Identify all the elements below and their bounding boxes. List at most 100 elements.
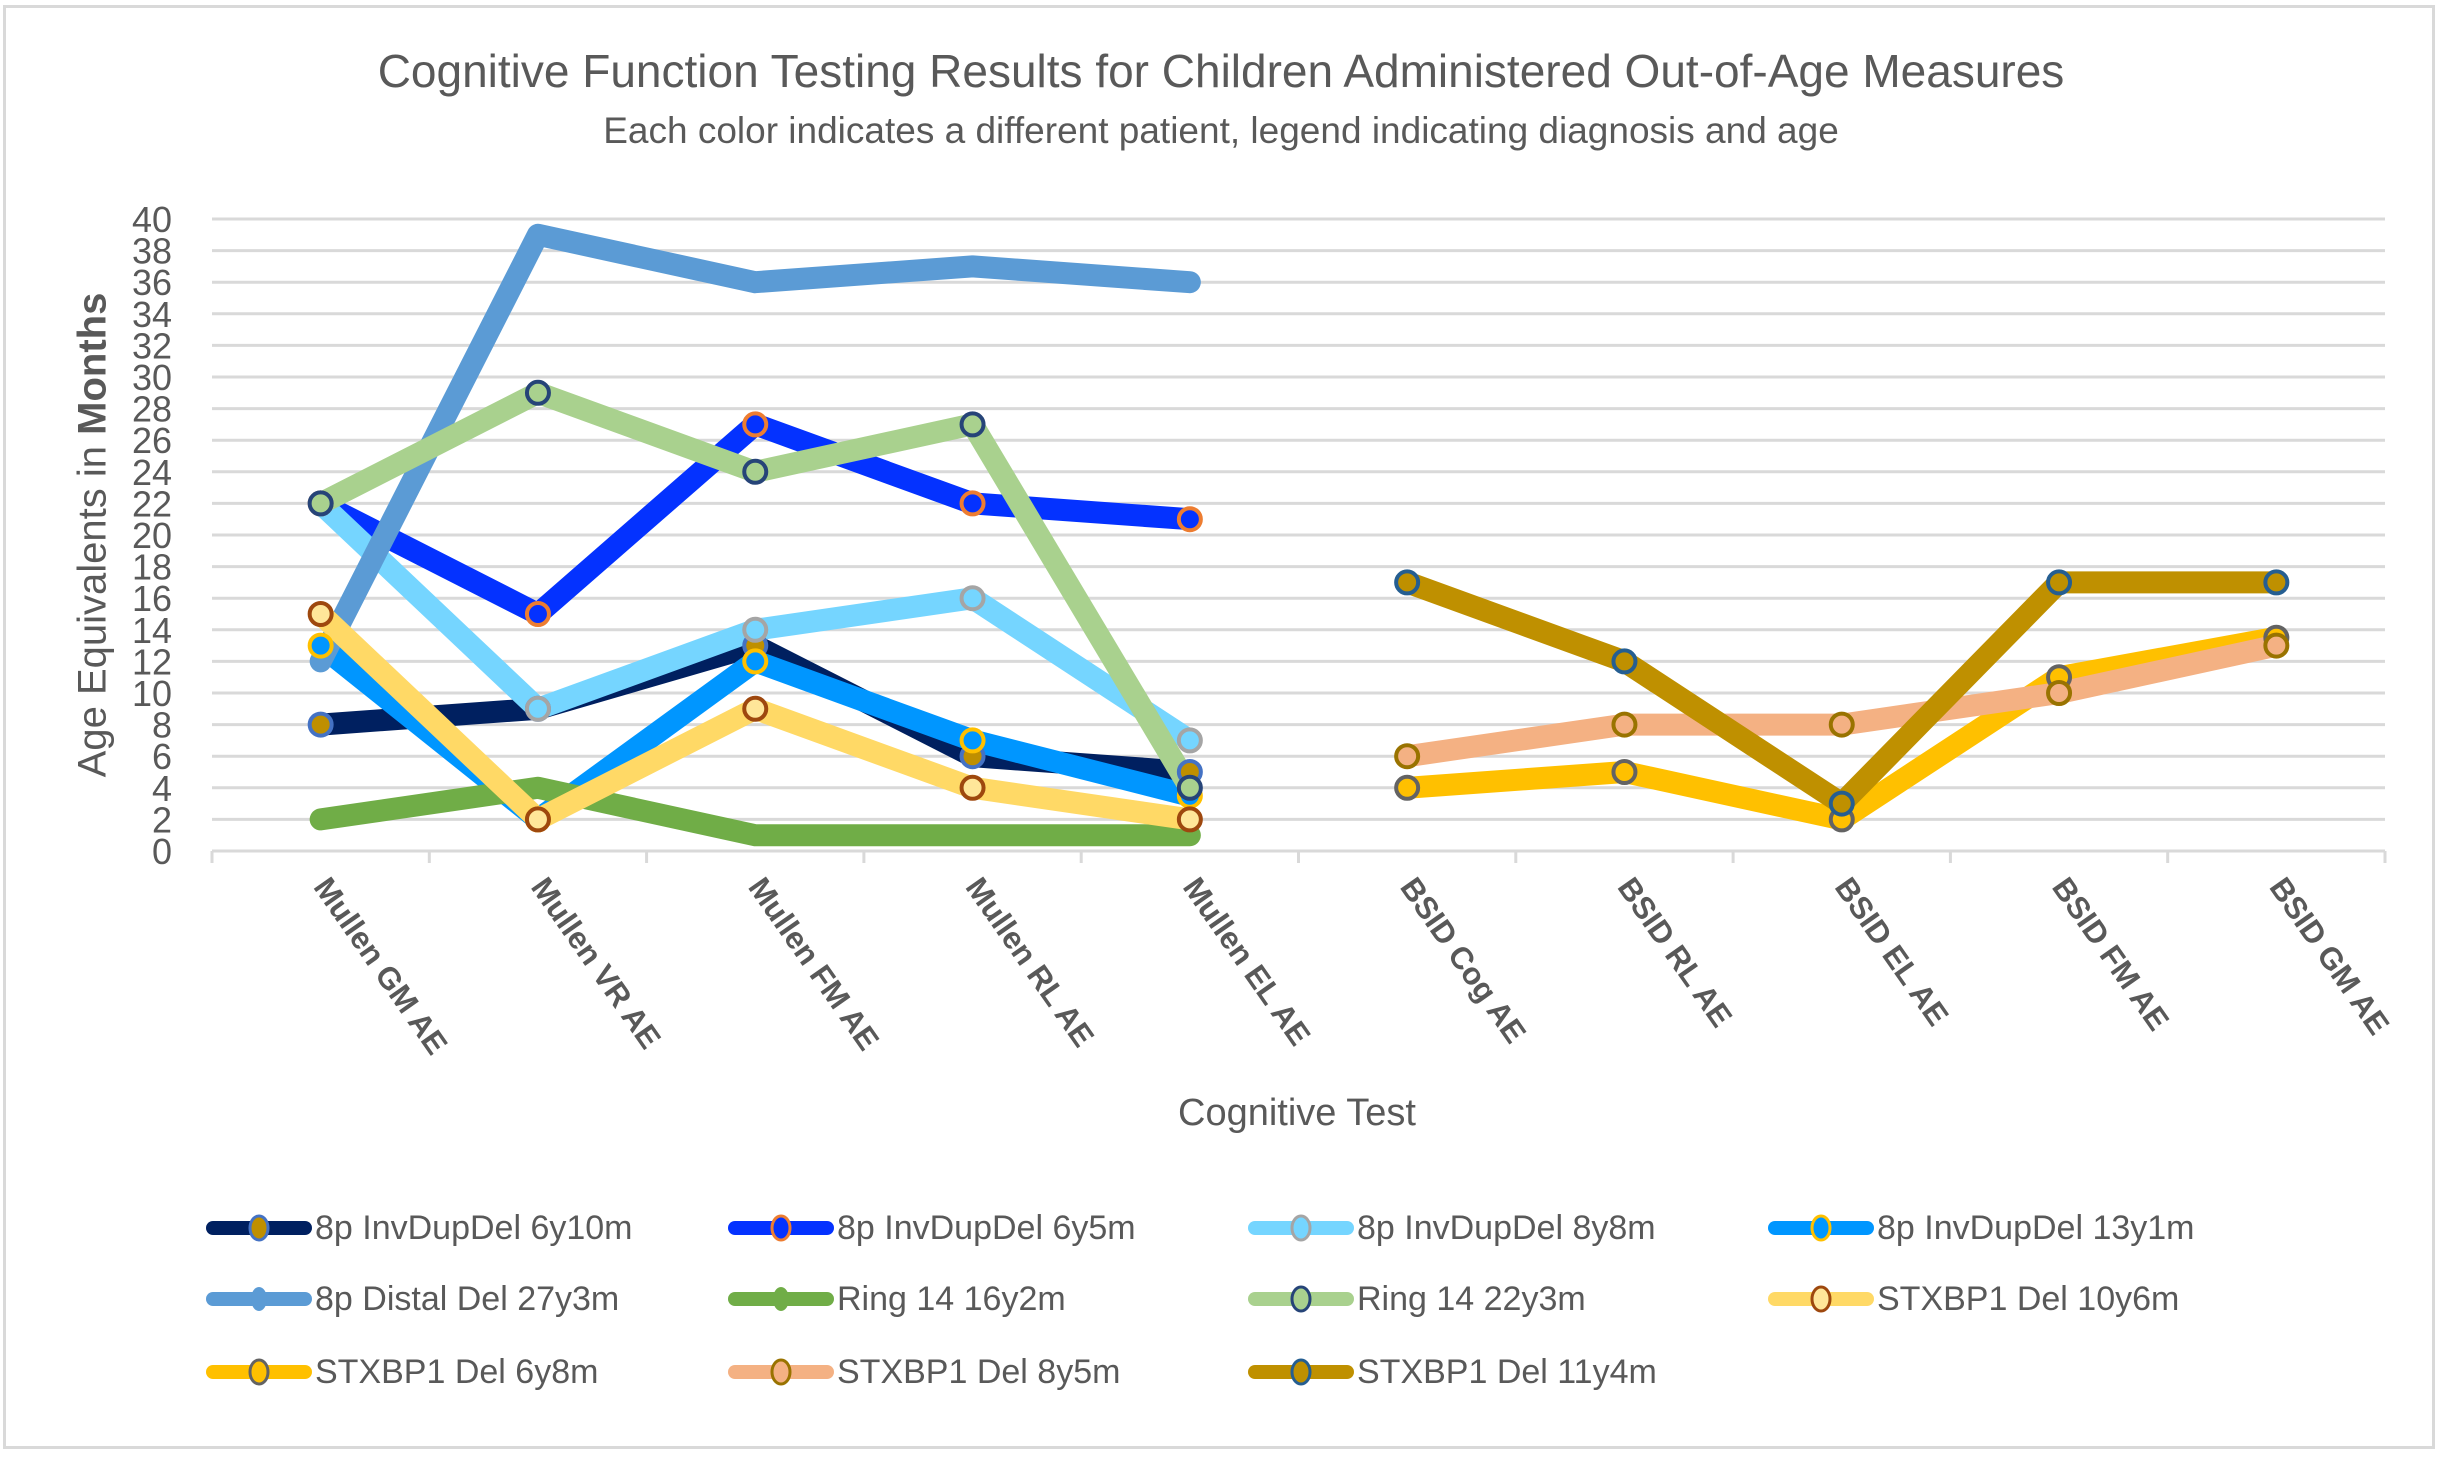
legend-item: 8p InvDupDel 6y10m <box>205 1208 633 1248</box>
legend-swatch <box>1768 1285 1874 1313</box>
y-tick-label: 10 <box>132 673 172 714</box>
x-tick-label: Mullen RL AE <box>959 871 1101 1053</box>
legend-swatch <box>728 1287 834 1311</box>
series-markers <box>307 379 2290 833</box>
legend-item: STXBP1 Del 6y8m <box>205 1352 598 1392</box>
legend-marker <box>248 1358 270 1386</box>
x-tick-label: Mullen EL AE <box>1176 871 1317 1052</box>
legend-swatch <box>1768 1214 1874 1242</box>
data-point-marker <box>1611 711 1638 738</box>
y-tick-label: 4 <box>152 768 172 809</box>
legend-marker <box>248 1214 270 1242</box>
data-point-marker <box>1394 569 1421 596</box>
data-point-marker <box>307 711 334 738</box>
data-point-marker <box>2046 680 2073 706</box>
chart-subtitle: Each color indicates a different patient… <box>603 110 1839 151</box>
y-tick-label: 28 <box>132 389 172 430</box>
data-point-marker <box>959 490 986 517</box>
legend-item: 8p InvDupDel 13y1m <box>1767 1208 2195 1248</box>
data-point-marker <box>307 490 334 517</box>
data-point-marker <box>959 727 986 754</box>
chart-title: Cognitive Function Testing Results for C… <box>377 45 2065 97</box>
data-point-marker <box>524 695 551 722</box>
y-tick-label: 20 <box>132 515 172 556</box>
data-point-marker <box>959 774 986 801</box>
data-point-marker <box>1394 743 1421 770</box>
data-point-marker <box>1828 790 1855 817</box>
legend-marker <box>770 1214 792 1242</box>
legend-item: STXBP1 Del 10y6m <box>1767 1279 2179 1319</box>
y-tick-label: 32 <box>132 325 172 366</box>
series-line <box>309 776 1201 847</box>
legend-swatch <box>1248 1358 1354 1386</box>
data-point-marker <box>1611 759 1638 785</box>
legend-swatch <box>206 1214 312 1242</box>
y-axis-title-prefix: Age Equivalents in <box>70 434 115 778</box>
y-tick-label: 2 <box>152 799 172 840</box>
data-point-marker <box>524 601 551 627</box>
legend-marker <box>251 1287 267 1311</box>
data-point-marker <box>1394 774 1421 801</box>
data-point-marker <box>742 695 769 722</box>
legend-item: 8p InvDupDel 6y5m <box>727 1208 1136 1248</box>
x-axis-ticks <box>210 851 2387 863</box>
y-tick-label: 14 <box>132 610 172 651</box>
data-point-marker <box>959 585 986 612</box>
data-point-marker <box>959 411 986 438</box>
legend-marker <box>1290 1214 1312 1242</box>
y-tick-label: 6 <box>152 736 172 777</box>
y-axis-title-bold: Months <box>70 292 115 435</box>
x-axis-tick-labels: Mullen GM AE Mullen VR AE Mullen FM AE Mull… <box>307 871 2396 1061</box>
y-tick-label: 34 <box>132 294 172 335</box>
data-point-marker <box>1611 648 1638 675</box>
data-point-marker <box>2046 569 2073 596</box>
x-tick-label: BSID EL AE <box>1828 871 1955 1032</box>
y-tick-label: 0 <box>152 831 172 872</box>
legend-label: STXBP1 Del 8y5m <box>837 1352 1121 1391</box>
data-point-marker <box>1176 727 1203 754</box>
legend-item: 8p Distal Del 27y3m <box>205 1279 619 1319</box>
legend-label: 8p InvDupDel 6y10m <box>315 1208 633 1247</box>
legend-label: 8p InvDupDel 13y1m <box>1877 1208 2195 1247</box>
legend-label: STXBP1 Del 11y4m <box>1357 1352 1657 1391</box>
legend-swatch <box>1248 1214 1354 1242</box>
y-tick-label: 16 <box>132 578 172 619</box>
data-point-marker <box>2263 632 2290 659</box>
legend-swatch <box>1248 1285 1354 1313</box>
data-point-marker <box>524 806 551 833</box>
legend-label: STXBP1 Del 10y6m <box>1877 1279 2180 1318</box>
legend-marker <box>1290 1285 1312 1313</box>
data-point-marker <box>307 601 334 627</box>
y-tick-label: 8 <box>152 705 172 746</box>
legend-label: Ring 14 16y2m <box>837 1279 1066 1318</box>
legend-item: Ring 14 22y3m <box>1247 1279 1586 1319</box>
legend-item: Ring 14 16y2m <box>727 1279 1066 1319</box>
y-tick-label: 26 <box>132 420 172 461</box>
y-tick-label: 18 <box>132 547 172 588</box>
legend-marker <box>773 1287 789 1311</box>
x-tick-label: Mullen VR AE <box>524 871 668 1055</box>
y-tick-label: 36 <box>132 262 172 303</box>
legend-swatch <box>206 1287 312 1311</box>
legend-swatch <box>728 1358 834 1386</box>
data-point-marker <box>1828 711 1855 738</box>
y-tick-label: 40 <box>132 199 172 240</box>
data-point-marker <box>742 648 769 675</box>
y-tick-label: 30 <box>132 357 172 398</box>
legend-marker <box>1290 1358 1312 1386</box>
data-point-marker <box>1176 806 1203 833</box>
x-axis-title: Cognitive Test <box>1178 1092 1416 1134</box>
legend-marker <box>770 1358 792 1386</box>
legend-item: STXBP1 Del 11y4m <box>1247 1352 1657 1392</box>
legend-label: 8p Distal Del 27y3m <box>315 1279 620 1318</box>
data-point-marker <box>742 411 769 438</box>
y-tick-label: 38 <box>132 231 172 272</box>
y-tick-label: 24 <box>132 452 172 493</box>
series-line <box>309 223 1201 673</box>
legend-label: 8p InvDupDel 6y5m <box>837 1208 1136 1247</box>
x-tick-label: BSID FM AE <box>2045 871 2176 1037</box>
x-tick-label: BSID Cog AE <box>1393 871 1533 1050</box>
data-point-marker <box>742 616 769 643</box>
